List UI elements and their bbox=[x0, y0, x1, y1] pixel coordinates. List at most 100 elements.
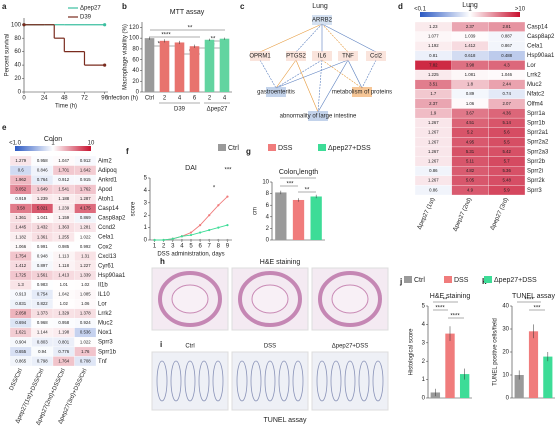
point bbox=[189, 238, 193, 242]
y-tick-label: 4 bbox=[266, 214, 270, 220]
censor-marker bbox=[103, 63, 107, 67]
cell-label: 0.776 bbox=[58, 349, 69, 354]
x-tick-label: 24 bbox=[41, 96, 48, 102]
legend-swatch bbox=[268, 144, 276, 151]
cell-label: 1.8 bbox=[467, 82, 474, 87]
panel-label: j bbox=[399, 277, 402, 286]
cell-label: 5.9 bbox=[504, 187, 511, 192]
colorbar bbox=[15, 146, 91, 151]
legend-swatch bbox=[404, 276, 412, 283]
x-tick-label: Ctrl bbox=[145, 96, 154, 102]
he-tissue bbox=[158, 271, 222, 327]
cell-label: 1.113 bbox=[59, 253, 70, 258]
cell-label: 1.227 bbox=[80, 263, 91, 268]
significance: * bbox=[297, 174, 300, 180]
bar bbox=[204, 39, 215, 92]
column-label: Δpep27 (1st) bbox=[417, 197, 437, 231]
cell-label: 0.764 bbox=[37, 177, 48, 182]
cell-label: 1.081 bbox=[465, 72, 476, 77]
x-axis-label: DSS administration, days bbox=[157, 252, 224, 258]
cell-label: 5.021 bbox=[37, 206, 48, 211]
cell-label: 0.958 bbox=[37, 158, 48, 163]
cell-label: 1.561 bbox=[37, 272, 48, 277]
row-label: Olfm4 bbox=[527, 101, 544, 107]
cell-label: 1.361 bbox=[37, 234, 48, 239]
cell-label: 0.798 bbox=[37, 358, 48, 363]
cell-label: 0.912 bbox=[58, 177, 69, 182]
x-axis-label: Infection (h) bbox=[106, 96, 138, 102]
x-axis-label: Time (h) bbox=[55, 104, 77, 110]
cell-label: 0.897 bbox=[37, 263, 48, 268]
bar bbox=[310, 196, 322, 240]
cell-label: 1.039 bbox=[465, 34, 476, 39]
x-tick-label: 6 bbox=[193, 96, 197, 102]
cell-label: 1.046 bbox=[501, 72, 512, 77]
cell-label: 0.754 bbox=[37, 292, 48, 297]
significance: ** bbox=[443, 298, 448, 304]
cell-label: 4.175 bbox=[80, 206, 91, 211]
row-label: Ankrd1 bbox=[98, 177, 118, 183]
point bbox=[199, 238, 202, 242]
cell-label: 1.9 bbox=[430, 110, 437, 115]
chart-title: Colon bbox=[44, 136, 62, 143]
point bbox=[189, 231, 193, 234]
node-label: metabolism of proteins bbox=[332, 90, 392, 96]
cell-label: 1.445 bbox=[15, 225, 26, 230]
cell-label: 0.869 bbox=[80, 215, 91, 220]
cell-label: 0.86 bbox=[429, 168, 438, 173]
cell-label: 0.694 bbox=[15, 320, 26, 325]
cell-label: 2.81 bbox=[502, 24, 511, 29]
legend-label: Δpep27+DSS bbox=[494, 277, 537, 284]
y-tick-label: 80 bbox=[14, 36, 21, 42]
legend-swatch bbox=[444, 276, 452, 283]
row-label: Cela1 bbox=[98, 235, 114, 241]
row-label: Casp14 bbox=[98, 206, 119, 212]
image-label: Δpep27+DSS bbox=[332, 344, 369, 350]
bar bbox=[528, 331, 539, 398]
cell-label: 7.82 bbox=[429, 62, 438, 67]
row-label: Sprr1a bbox=[527, 111, 546, 117]
cell-label: 1.085 bbox=[80, 292, 91, 297]
y-axis-label: cm bbox=[253, 207, 259, 215]
x-tick-label: 0 bbox=[22, 96, 26, 102]
row-label: Ccnd2 bbox=[98, 225, 116, 231]
diagram-edge bbox=[321, 23, 349, 53]
cell-label: 1.3 bbox=[18, 282, 25, 287]
chart-title: Lung bbox=[462, 2, 478, 9]
row-label: Hsp90aa1 bbox=[98, 273, 126, 279]
colorbar-label: 1 bbox=[468, 7, 472, 13]
cell-label: 1.412 bbox=[15, 263, 26, 268]
panel-label: a bbox=[2, 2, 7, 11]
crypt bbox=[292, 360, 304, 402]
cell-label: 5.48 bbox=[502, 178, 511, 183]
diagram-node bbox=[352, 87, 372, 97]
cell-label: 1.432 bbox=[37, 225, 48, 230]
point bbox=[208, 228, 211, 232]
row-label: Sprr1b bbox=[98, 349, 117, 355]
x-tick-label: 8 bbox=[217, 244, 221, 250]
diagram-edge bbox=[295, 59, 319, 113]
y-tick-label: 100 bbox=[129, 36, 140, 42]
cell-label: 1.339 bbox=[80, 272, 91, 277]
legend-label: Δpep27 bbox=[80, 6, 101, 12]
cell-label: 1.267 bbox=[428, 149, 439, 154]
cell-label: 0.913 bbox=[15, 292, 26, 297]
diagram-edge bbox=[317, 59, 349, 113]
point bbox=[217, 226, 220, 229]
point bbox=[208, 214, 211, 217]
cell-label: 1.412 bbox=[465, 43, 476, 48]
y-tick-label: 4 bbox=[144, 188, 148, 194]
y-tick-label: 6 bbox=[266, 203, 270, 209]
cell-label: 1.621 bbox=[15, 330, 26, 335]
colorbar-label: 10 bbox=[88, 141, 95, 147]
image-title: TUNEL assay bbox=[264, 417, 307, 424]
y-tick-label: 1 bbox=[422, 377, 426, 383]
cell-label: 0.655 bbox=[15, 349, 26, 354]
cell-label: 1.279 bbox=[15, 158, 26, 163]
cell-label: 0.89 bbox=[466, 91, 475, 96]
x-tick-label: 6 bbox=[198, 244, 202, 250]
bar bbox=[144, 38, 155, 92]
he-lumen bbox=[251, 284, 289, 314]
cell-label: 4.51 bbox=[466, 120, 475, 125]
significance: **** bbox=[435, 306, 445, 312]
